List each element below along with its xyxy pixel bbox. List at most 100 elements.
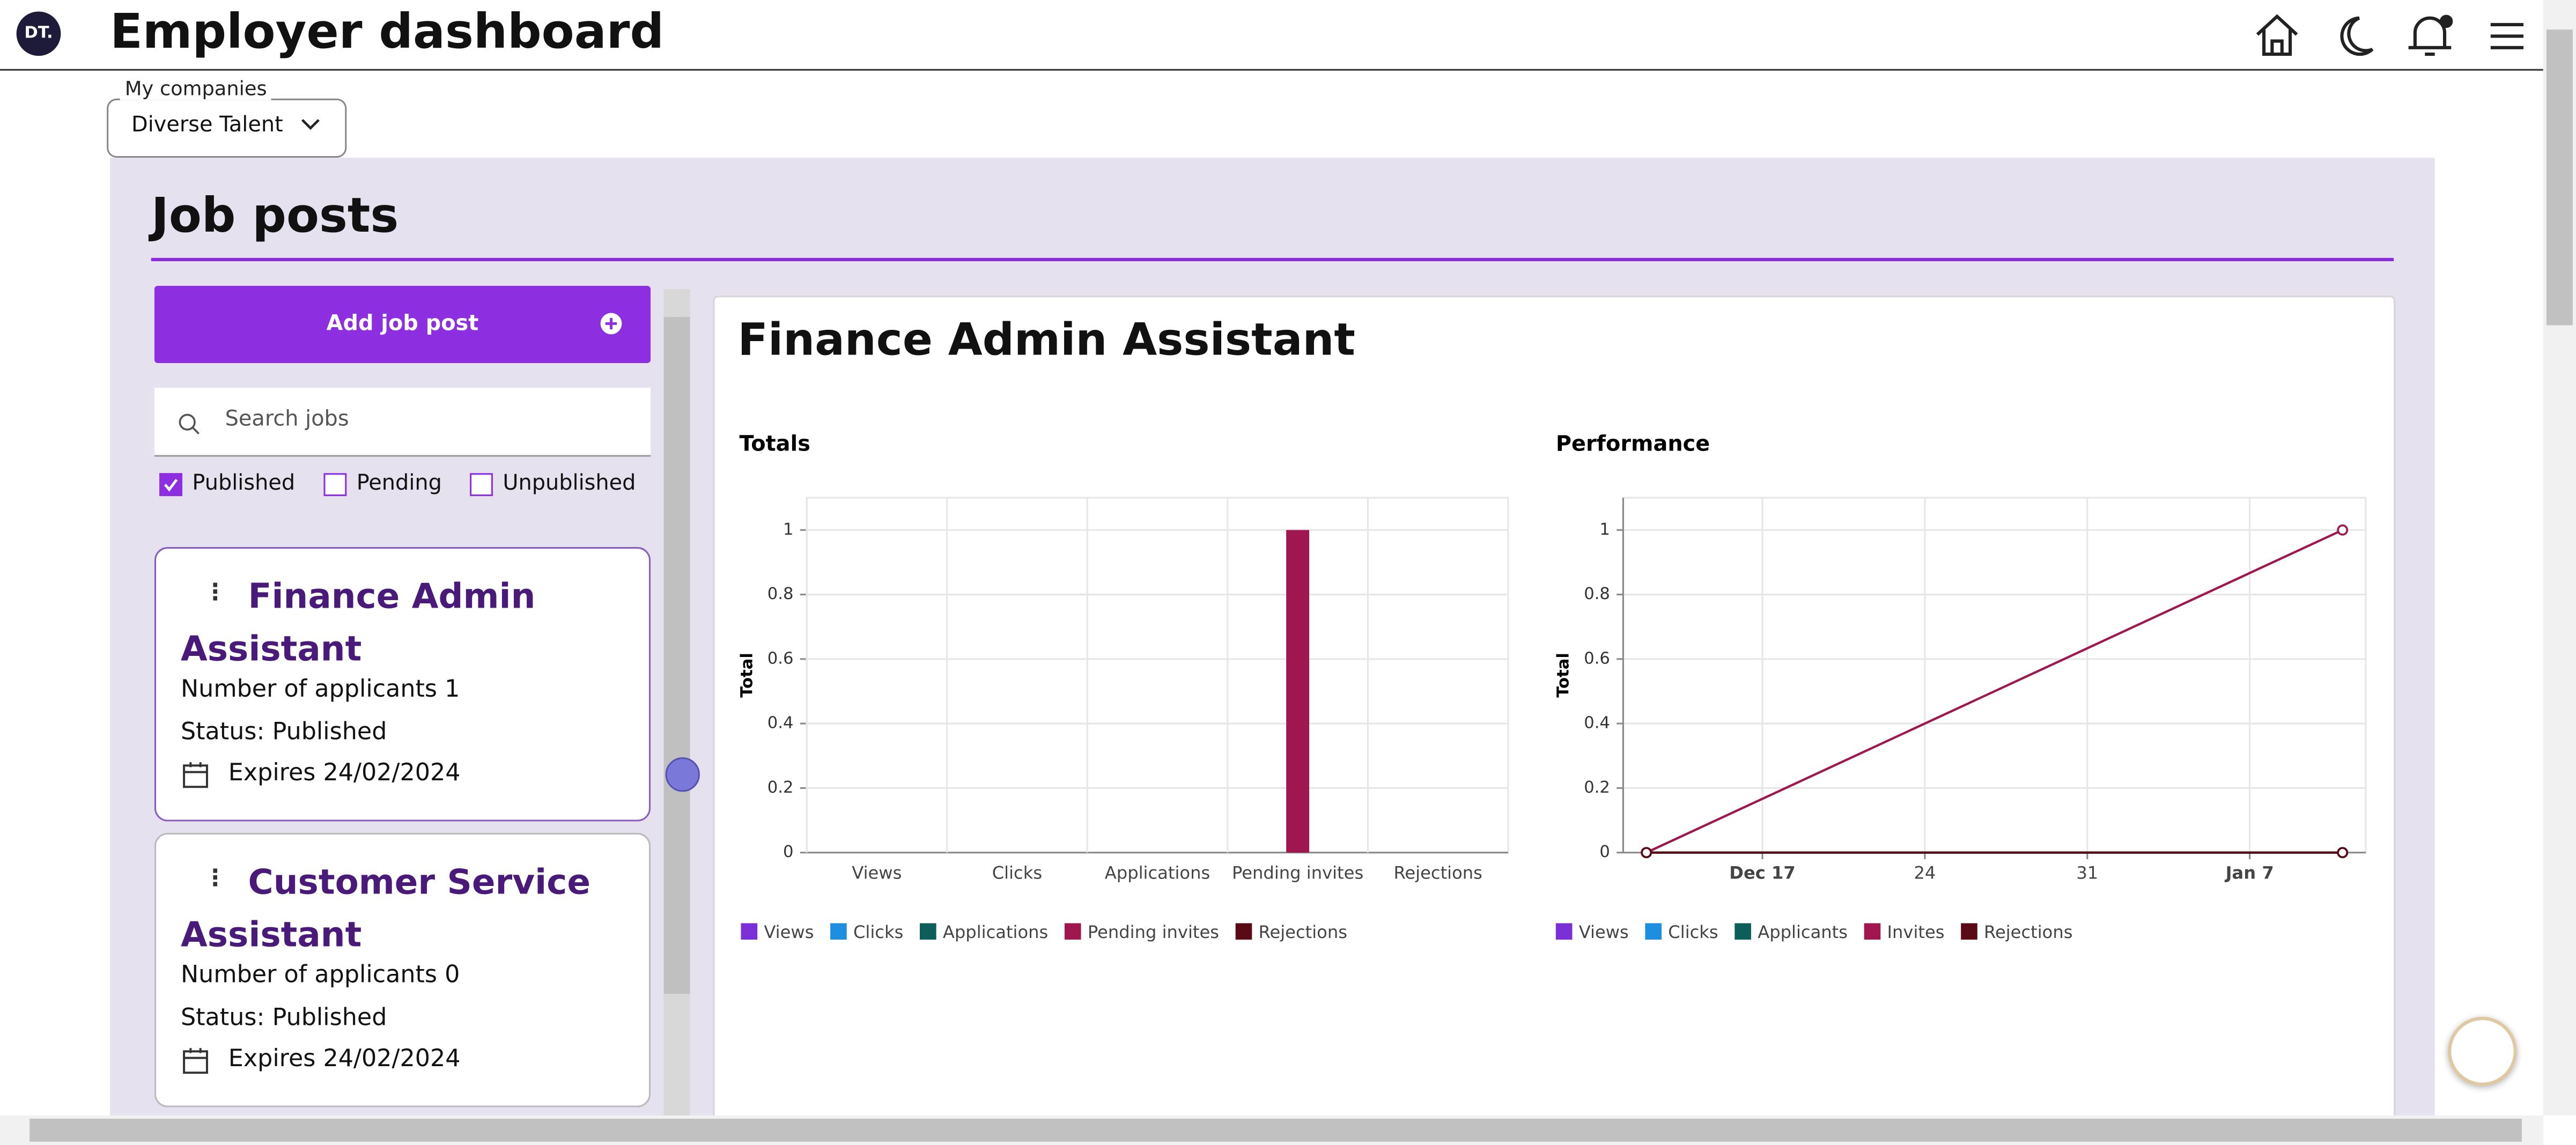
page-title: Employer dashboard: [110, 3, 665, 60]
section-rule: [151, 257, 2394, 262]
vertical-thumb[interactable]: [2546, 29, 2573, 326]
y-tick-label: 1: [783, 520, 794, 539]
y-tick-label: 0.6: [1584, 649, 1610, 668]
y-tick-label: 0.4: [767, 714, 794, 733]
legend-label: Invites: [1887, 922, 1945, 942]
x-tick-label: Dec 17: [1729, 863, 1796, 883]
job-menu[interactable]: ⋮: [203, 580, 227, 607]
calendar-icon: [183, 1048, 208, 1074]
chart-title: Totals: [739, 432, 810, 456]
job-title: Customer Service Assistant: [180, 862, 591, 955]
y-tick-label: 0.2: [1584, 778, 1610, 797]
y-tick-label: 0.6: [767, 649, 794, 668]
x-tick-label: Applications: [1105, 863, 1210, 883]
x-tick-label: 31: [2076, 863, 2098, 883]
y-tick-label: 0.4: [1584, 714, 1610, 733]
job-title: Finance Admin Assistant: [180, 577, 536, 669]
point: [2337, 524, 2349, 536]
assistant-button[interactable]: [2448, 1017, 2517, 1086]
filter-checkbox[interactable]: [323, 473, 347, 497]
legend-swatch: [1064, 923, 1081, 940]
header-border: [0, 69, 2543, 71]
legend-swatch: [1555, 923, 1573, 940]
theme-icon[interactable]: [2340, 16, 2374, 56]
job-menu[interactable]: ⋮: [203, 866, 227, 892]
filter-label: Pending: [356, 471, 442, 497]
scroll-handle[interactable]: [665, 757, 700, 792]
job-card[interactable]: [154, 547, 651, 822]
filter-label: Published: [192, 471, 296, 497]
legend-swatch: [1961, 923, 1977, 940]
plus-icon: [600, 313, 622, 335]
search-placeholder: Search jobs: [225, 407, 349, 432]
company-value[interactable]: Diverse Talent: [131, 113, 283, 138]
search-icon: [179, 413, 200, 434]
legend-label: Applicants: [1758, 922, 1848, 942]
point: [2337, 847, 2349, 859]
y-tick-label: 0: [1599, 843, 1610, 861]
y-tick-label: 0.8: [767, 585, 794, 603]
section-title: Job posts: [151, 187, 399, 243]
home-icon[interactable]: [2256, 14, 2298, 56]
search-box[interactable]: [154, 387, 651, 457]
chevron: [301, 119, 320, 130]
legend-label: Clicks: [853, 922, 903, 942]
job-card[interactable]: [154, 832, 651, 1107]
y-axis-label: Total: [1554, 653, 1573, 698]
y-tick-label: 0.2: [767, 778, 794, 797]
x-tick-label: Views: [852, 863, 902, 883]
filter-checkbox[interactable]: [470, 473, 493, 497]
filter-checkbox[interactable]: [159, 473, 183, 497]
detail-title: Finance Admin Assistant: [737, 315, 1355, 367]
legend-swatch: [741, 923, 758, 940]
point: [1641, 847, 1652, 859]
notification-icon[interactable]: [2408, 14, 2453, 56]
logo[interactable]: DT.: [16, 11, 61, 56]
x-tick-label: Rejections: [1393, 863, 1482, 883]
company-label: My companies: [120, 77, 272, 100]
legend-label: Clicks: [1668, 922, 1718, 942]
legend-swatch: [919, 923, 936, 940]
legend-swatch: [1864, 923, 1881, 940]
job-status: Status: Published: [180, 1005, 387, 1032]
legend-label: Rejections: [1984, 922, 2072, 942]
horizontal-thumb[interactable]: [29, 1118, 2522, 1142]
legend-label: Rejections: [1259, 922, 1347, 942]
legend-label: Pending invites: [1088, 922, 1219, 942]
job-applicants: Number of applicants 1: [180, 676, 460, 704]
legend-swatch: [1734, 923, 1751, 940]
y-tick-label: 1: [1599, 520, 1610, 539]
x-tick-label: Pending invites: [1232, 863, 1363, 883]
header-icons: [2256, 14, 2524, 56]
add-job-label: Add job post: [326, 312, 479, 337]
job-expires: Expires 24/02/2024: [228, 760, 461, 787]
chart-title: Performance: [1556, 432, 1710, 456]
legend-swatch: [1235, 923, 1252, 940]
job-expires: Expires 24/02/2024: [228, 1046, 461, 1073]
detail-card: [713, 296, 2396, 1145]
legend-swatch: [1645, 923, 1662, 940]
y-tick-label: 0: [783, 843, 794, 861]
job-applicants: Number of applicants 0: [180, 962, 460, 989]
calendar-icon: [183, 762, 208, 788]
x-tick-label: Clicks: [992, 863, 1042, 883]
series-line: [1645, 529, 2343, 854]
legend-label: Views: [764, 922, 814, 942]
legend-label: Views: [1579, 922, 1629, 942]
legend-label: Applications: [943, 922, 1048, 942]
job-status: Status: Published: [180, 719, 387, 746]
y-axis-label: Total: [737, 653, 756, 698]
y-tick-label: 0.8: [1584, 585, 1610, 603]
legend-swatch: [830, 923, 847, 940]
plot-frame: [806, 497, 1509, 854]
scroll-thumb[interactable]: [663, 317, 690, 994]
x-tick-label: 24: [1914, 863, 1936, 883]
filter-label: Unpublished: [503, 471, 636, 497]
bar: [1286, 530, 1310, 853]
x-tick-label: Jan 7: [2225, 863, 2274, 883]
plot-frame: [1622, 497, 2367, 854]
add-job-button[interactable]: Add job post: [154, 285, 651, 363]
menu-icon[interactable]: [2490, 23, 2524, 49]
